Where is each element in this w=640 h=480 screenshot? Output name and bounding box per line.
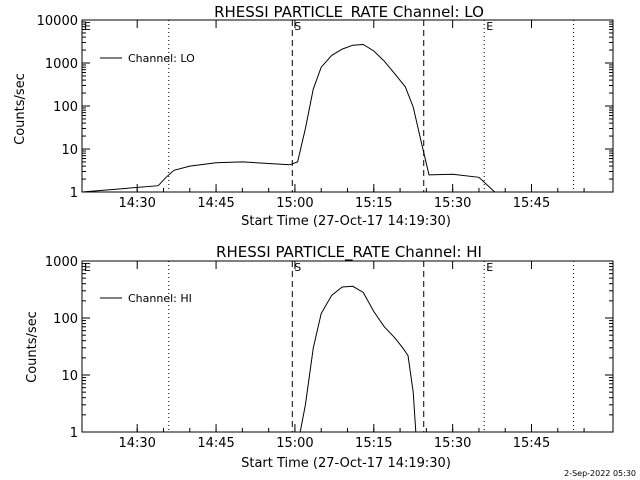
- lo-y-tick-label-2: 100: [53, 100, 78, 115]
- hi-x-tick-label-1: 14:45: [197, 436, 234, 451]
- hi-marker-label-0: E: [84, 261, 91, 274]
- lo-x-tick-label-2: 15:00: [276, 196, 313, 211]
- hi-y-tick-label-3: 1000: [45, 255, 78, 270]
- panel-hi: RHESSI PARTICLE_RATE Channel: HI Counts/…: [25, 243, 614, 471]
- lo-marker-label-2: S: [294, 20, 301, 33]
- lo-x-tick-label-0: 14:30: [118, 196, 155, 211]
- hi-plot-frame: [81, 260, 614, 433]
- panel-lo: RHESSI PARTICLE_RATE Channel: LO Counts/…: [13, 3, 614, 229]
- hi-x-tick-label-5: 15:45: [513, 436, 550, 451]
- hi-legend-label: Channel: HI: [128, 292, 192, 305]
- lo-y-axis-label: Counts/sec: [13, 73, 28, 145]
- lo-x-tick-label-1: 14:45: [197, 196, 234, 211]
- lo-series: [81, 43, 585, 193]
- hi-y-tick-label-0: 1: [70, 426, 78, 441]
- lo-y-tick-label-1: 10: [61, 143, 78, 158]
- footer-timestamp: 2-Sep-2022 05:30: [564, 469, 636, 478]
- hi-y-tick-label-2: 100: [53, 312, 78, 327]
- lo-series-line-0: [81, 43, 585, 193]
- lo-y-tick-label-0: 1: [70, 186, 78, 201]
- lo-ticks: 14:30 14:45 15:00 15:15 15:30 15:45 1 10 100 1000…: [37, 14, 613, 211]
- lo-legend: Channel: LO: [100, 52, 195, 65]
- lo-chart-title: RHESSI PARTICLE_RATE Channel: LO: [214, 3, 484, 22]
- lo-y-tick-label-4: 10000: [37, 14, 78, 29]
- hi-chart-title: RHESSI PARTICLE_RATE Channel: HI: [216, 243, 482, 262]
- hi-marker-label-2: S: [294, 261, 301, 274]
- hi-x-tick-label-2: 15:00: [276, 436, 313, 451]
- hi-legend: Channel: HI: [100, 292, 192, 305]
- hi-x-tick-label-3: 15:15: [355, 436, 392, 451]
- hi-x-tick-label-4: 15:30: [434, 436, 471, 451]
- hi-marker-label-4: E: [486, 261, 493, 274]
- hi-series-line-0: [299, 285, 417, 433]
- lo-x-tick-label-4: 15:30: [434, 196, 471, 211]
- lo-x-axis-label: Start Time (27-Oct-17 14:19:30): [241, 214, 451, 229]
- hi-x-tick-label-0: 14:30: [118, 436, 155, 451]
- lo-x-tick-label-3: 15:15: [355, 196, 392, 211]
- lo-x-tick-label-5: 15:45: [513, 196, 550, 211]
- lo-marker-label-0: E: [84, 20, 91, 33]
- hi-series: [299, 285, 417, 433]
- lo-legend-label: Channel: LO: [128, 52, 195, 65]
- lo-plot-frame: [81, 19, 614, 193]
- hi-y-tick-label-1: 10: [61, 369, 78, 384]
- lo-marker-label-4: E: [486, 20, 493, 33]
- hi-y-axis-label: Counts/sec: [25, 311, 40, 383]
- hi-ticks: 14:30 14:45 15:00 15:15 15:30 15:45 1 10 100 1000: [45, 255, 613, 451]
- lo-y-tick-label-3: 1000: [45, 57, 78, 72]
- hi-x-axis-label: Start Time (27-Oct-17 14:19:30): [241, 456, 451, 471]
